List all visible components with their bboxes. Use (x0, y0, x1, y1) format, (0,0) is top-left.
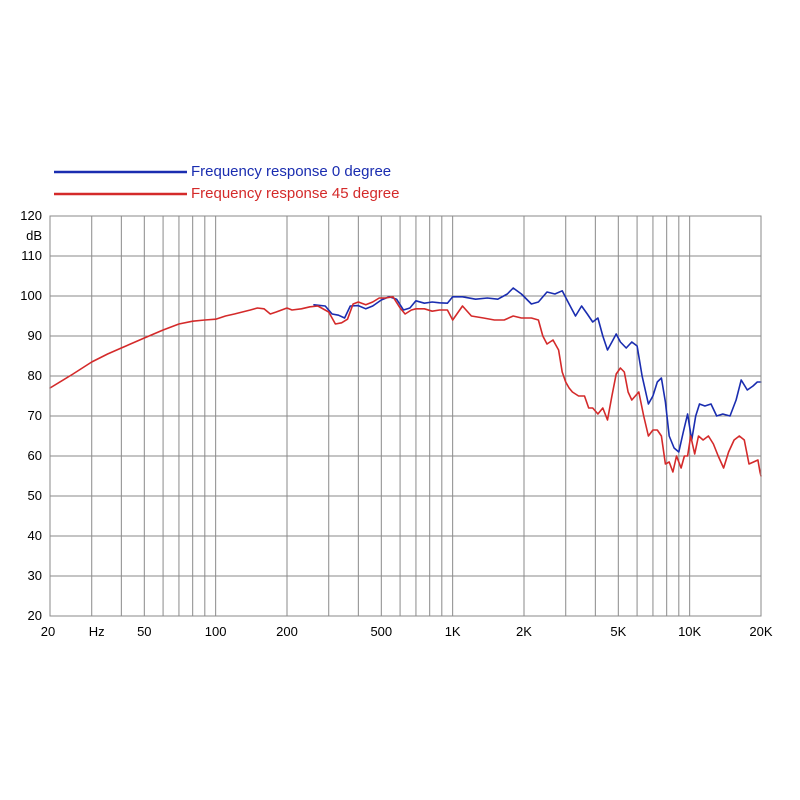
y-tick-label: 30 (28, 568, 42, 583)
x-tick-label: 5K (610, 624, 626, 639)
axis-labels: 20 30 40 50 60 70 80 90 100 110 120 dB 20 50 100 200 500… (20, 208, 773, 639)
x-tick-label: 500 (370, 624, 392, 639)
legend-label: Frequency response 45 degree (191, 185, 399, 202)
y-tick-label: 70 (28, 408, 42, 423)
x-tick-label: 200 (276, 624, 298, 639)
x-tick-label: 10K (678, 624, 701, 639)
legend-label: Frequency response 0 degree (191, 163, 391, 180)
legend: Frequency response 0 degree Frequency res… (54, 163, 399, 202)
y-unit-label: dB (26, 228, 42, 243)
y-tick-label: 60 (28, 448, 42, 463)
y-tick-label: 120 (20, 208, 42, 223)
chart-grid (50, 216, 761, 616)
y-tick-label: 50 (28, 488, 42, 503)
x-tick-label: 20K (749, 624, 772, 639)
x-tick-label: 20 (41, 624, 55, 639)
x-unit-label: Hz (89, 624, 105, 639)
y-tick-label: 100 (20, 288, 42, 303)
series-line-45-degree (49, 296, 762, 477)
y-tick-label: 90 (28, 328, 42, 343)
series-layer (49, 287, 762, 477)
series-line-0-degree (313, 287, 762, 453)
x-tick-label: 2K (516, 624, 532, 639)
y-tick-label: 110 (21, 248, 42, 263)
x-tick-label: 1K (445, 624, 461, 639)
y-tick-label: 40 (28, 528, 42, 543)
x-tick-label: 50 (137, 624, 151, 639)
plot-frame (49, 215, 762, 617)
y-tick-label: 80 (28, 368, 42, 383)
x-tick-label: 100 (205, 624, 227, 639)
y-tick-label: 20 (28, 608, 42, 623)
